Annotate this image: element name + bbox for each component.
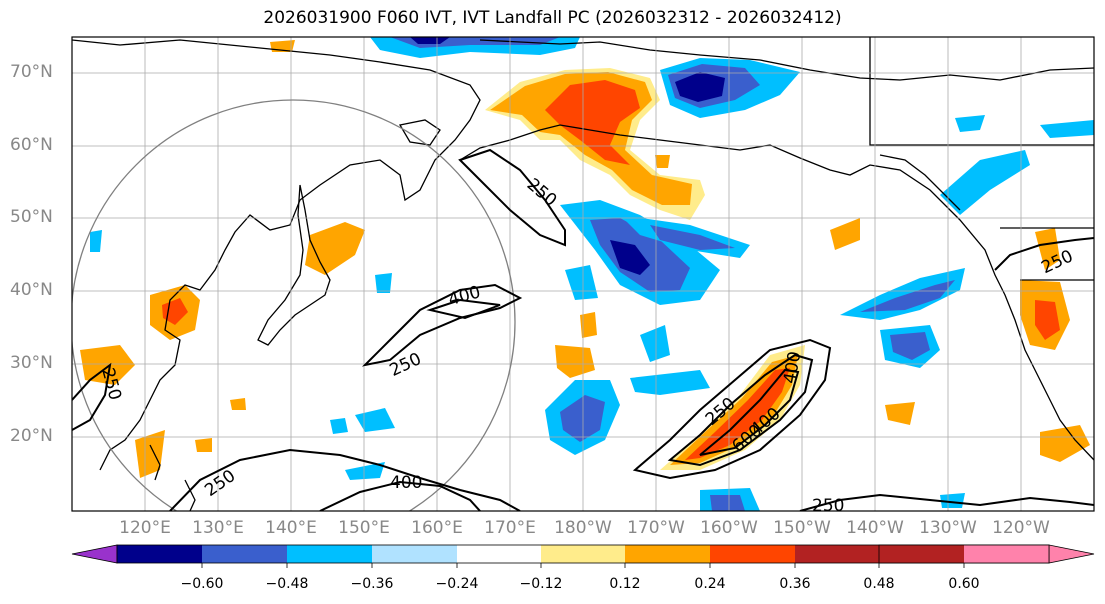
colorbar-segment xyxy=(372,545,457,563)
colorbar-tick-label: −0.48 xyxy=(265,576,309,592)
lon-label: 170°E xyxy=(484,518,536,538)
colorbar-segment xyxy=(117,545,202,563)
gridlines xyxy=(72,37,1094,511)
lon-label: 180°W xyxy=(554,518,612,538)
colorbar-extension-right xyxy=(1048,544,1095,564)
range-circle xyxy=(72,99,516,511)
colorbar-tick-label: −0.60 xyxy=(180,576,224,592)
contour-label: 250 xyxy=(812,496,844,516)
colorbar-tick-label: 0.48 xyxy=(863,576,895,592)
coastlines xyxy=(72,37,1094,511)
lon-label: 120°E xyxy=(119,518,171,538)
map-area: 250 400 250 250 400 250 250 400 250 600 … xyxy=(72,37,1094,516)
colorbar-segment xyxy=(625,545,710,563)
lon-label: 140°W xyxy=(846,518,904,538)
lat-label: 20°N xyxy=(10,426,53,446)
lon-label: 120°W xyxy=(992,518,1050,538)
lat-label: 40°N xyxy=(10,280,53,300)
colorbar-segment xyxy=(457,545,541,563)
lon-label: 150°E xyxy=(338,518,390,538)
colorbar-segment xyxy=(795,545,879,563)
colorbar-tick-label: 0.60 xyxy=(948,576,980,592)
colorbar-tick-label: 0.12 xyxy=(609,576,641,592)
colorbar-tick-label: −0.36 xyxy=(350,576,394,592)
contour-label: 400 xyxy=(390,473,422,493)
colorbar-extension-left xyxy=(71,544,118,564)
colorbar xyxy=(71,544,1095,568)
lon-label: 150°W xyxy=(773,518,831,538)
lat-label: 60°N xyxy=(10,135,53,155)
lon-label: 130°E xyxy=(192,518,244,538)
colorbar-segment xyxy=(541,545,625,563)
map-frame xyxy=(71,36,1095,512)
colorbar-segment xyxy=(710,545,795,563)
lon-label: 170°W xyxy=(627,518,685,538)
lon-label: 140°E xyxy=(265,518,317,538)
colorbar-tick-label: −0.24 xyxy=(435,576,479,592)
colorbar-tick-label: 0.24 xyxy=(694,576,726,592)
colorbar-segment xyxy=(202,545,287,563)
lon-label: 160°W xyxy=(700,518,758,538)
colorbar-tick-label: −0.12 xyxy=(519,576,563,592)
lon-label: 130°W xyxy=(919,518,977,538)
colorbar-segment xyxy=(287,545,372,563)
lat-label: 30°N xyxy=(10,353,53,373)
lat-label: 50°N xyxy=(10,207,53,227)
lon-label: 160°E xyxy=(411,518,463,538)
lat-label: 70°N xyxy=(10,62,53,82)
colorbar-tick-label: 0.36 xyxy=(779,576,811,592)
map-title: 2026031900 F060 IVT, IVT Landfall PC (20… xyxy=(263,8,842,28)
ivt-contours xyxy=(72,148,1094,511)
